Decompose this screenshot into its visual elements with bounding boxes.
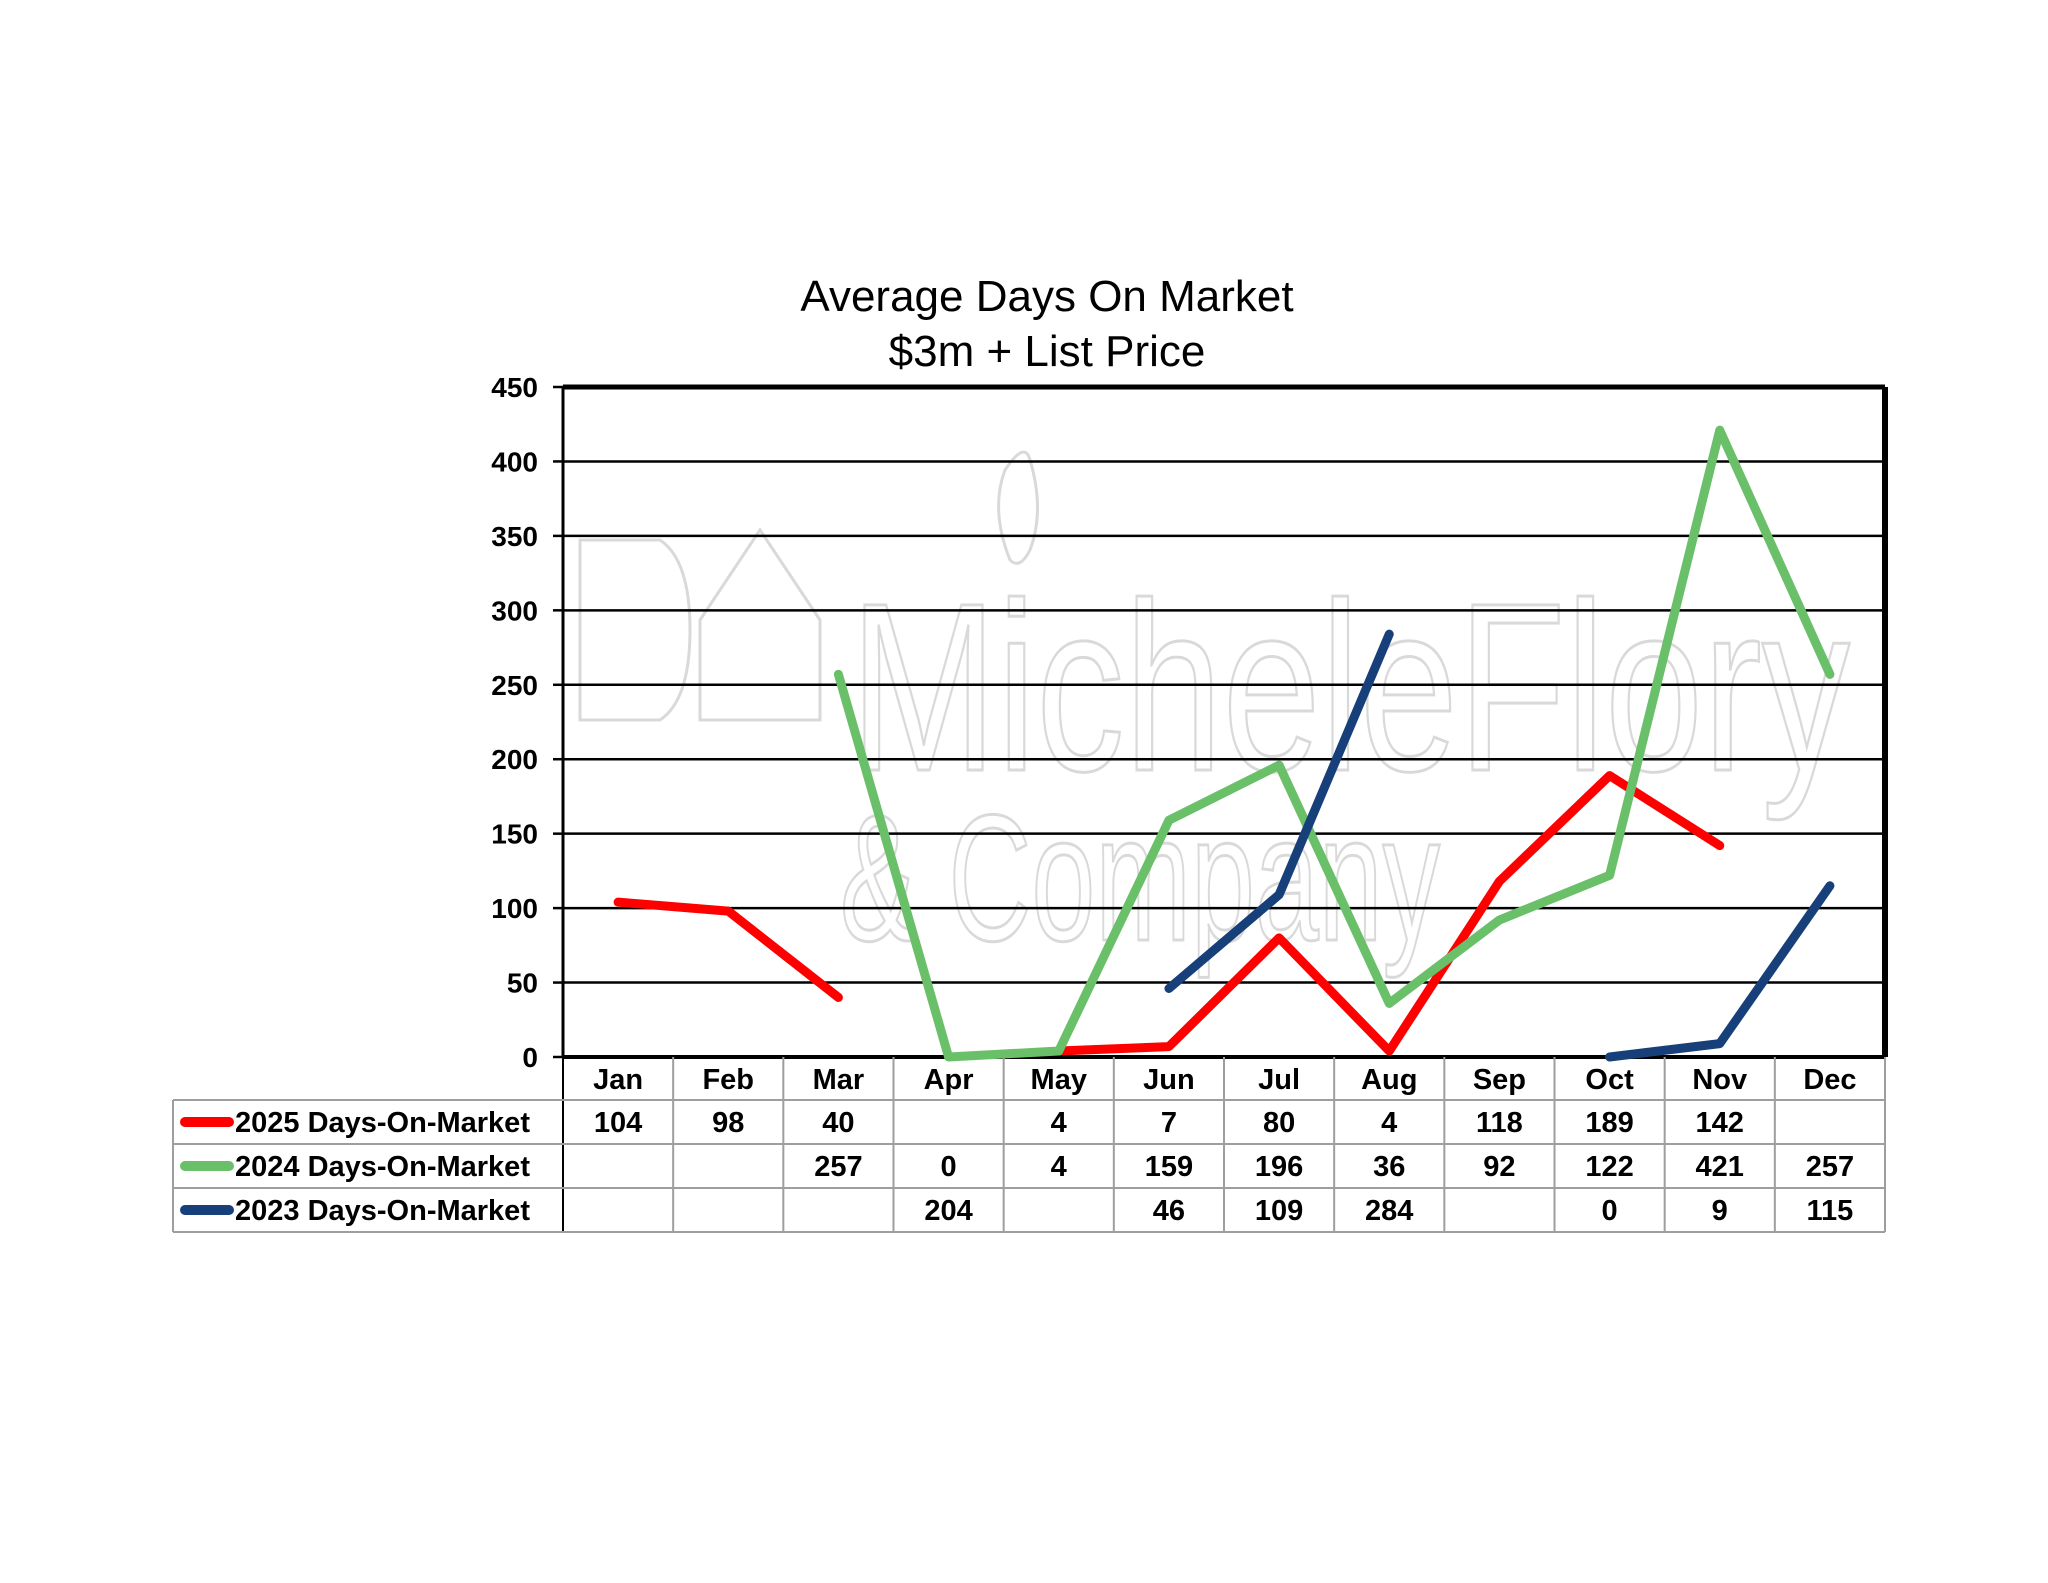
y-tick-label: 350 [491, 521, 538, 552]
chart-subtitle: $3m + List Price [889, 327, 1206, 376]
x-tick-label: Jan [593, 1064, 643, 1096]
leaf-icon [997, 450, 1039, 565]
series-line-segment [1054, 771, 1725, 1056]
y-tick-label: 300 [491, 595, 538, 626]
data-label: 284 [1365, 1195, 1413, 1227]
legend-label: 2024 Days-On-Market [235, 1151, 530, 1183]
data-label: 204 [924, 1195, 972, 1227]
series-2-line [833, 425, 1835, 1062]
data-label: 257 [1806, 1151, 1854, 1183]
data-label: 4 [1051, 1107, 1067, 1139]
series-line-segment [833, 425, 1835, 1062]
x-tick-label: Jul [1258, 1064, 1300, 1096]
y-tick-label: 200 [491, 744, 538, 775]
data-label: 4 [1051, 1151, 1067, 1183]
y-tick-label: 50 [507, 968, 538, 999]
y-tick-label: 0 [522, 1042, 538, 1073]
data-label: 196 [1255, 1151, 1303, 1183]
data-label: 9 [1712, 1195, 1728, 1227]
x-tick-label: Jun [1143, 1064, 1195, 1096]
data-label: 122 [1585, 1151, 1633, 1183]
series-line-segment [1605, 881, 1835, 1062]
x-tick-label: Nov [1692, 1064, 1747, 1096]
data-label: 0 [1602, 1195, 1618, 1227]
data-table: Jan Feb Mar Apr May Jun Jul Aug Sep Oct Nov Dec 2025… [172, 1057, 1886, 1233]
x-tick-label: Mar [813, 1064, 865, 1096]
watermark: MicheleFlory & Company [578, 450, 1852, 981]
x-tick-label: Sep [1473, 1064, 1526, 1096]
y-tick-label: 150 [491, 819, 538, 850]
gridlines [563, 460, 1885, 984]
data-label: 142 [1696, 1107, 1744, 1139]
data-label: 189 [1585, 1107, 1633, 1139]
data-label: 421 [1696, 1151, 1744, 1183]
x-tick-label: Aug [1361, 1064, 1417, 1096]
house-icon [578, 527, 822, 722]
data-label: 92 [1483, 1151, 1515, 1183]
data-label: 40 [822, 1107, 854, 1139]
data-label: 80 [1263, 1107, 1295, 1139]
data-label: 0 [941, 1151, 957, 1183]
x-tick-label: May [1031, 1064, 1087, 1096]
data-label: 109 [1255, 1195, 1303, 1227]
data-label: 257 [814, 1151, 862, 1183]
table-row: 2023 Days-On-Market 204 46 109 284 0 9 115 [180, 1195, 1854, 1227]
y-tick-label: 450 [491, 372, 538, 403]
series-line-segment [1164, 629, 1394, 994]
legend-label: 2023 Days-On-Market [235, 1195, 530, 1227]
data-label: 36 [1373, 1151, 1405, 1183]
table-row: 2024 Days-On-Market 257 0 4 159 196 36 92 122 421… [180, 1151, 1854, 1183]
y-tick-label: 100 [491, 893, 538, 924]
data-label: 118 [1476, 1107, 1523, 1139]
data-label: 7 [1161, 1107, 1177, 1139]
series-lines [613, 425, 1835, 1062]
x-tick-label: Dec [1803, 1064, 1856, 1096]
table-row: 2025 Days-On-Market 104 98 40 4 7 80 4 118 189 142 [180, 1107, 1744, 1139]
data-label: 104 [594, 1107, 642, 1139]
series-3-line [1164, 629, 1835, 1062]
legend-label: 2025 Days-On-Market [235, 1107, 530, 1139]
data-label: 46 [1153, 1195, 1185, 1227]
series-line-segment [613, 897, 843, 1002]
y-tick-label: 250 [491, 670, 538, 701]
chart-title: Average Days On Market [800, 272, 1293, 321]
x-tick-label: Oct [1585, 1064, 1634, 1096]
data-label: 115 [1807, 1195, 1854, 1227]
watermark-line1: MicheleFlory [850, 553, 1850, 821]
x-tick-label: Feb [702, 1064, 754, 1096]
data-label: 4 [1381, 1107, 1397, 1139]
y-tick-label: 400 [491, 446, 538, 477]
x-tick-label: Apr [924, 1064, 974, 1096]
data-label: 159 [1145, 1151, 1193, 1183]
data-label: 98 [712, 1107, 744, 1139]
series-1-line [613, 771, 1725, 1056]
